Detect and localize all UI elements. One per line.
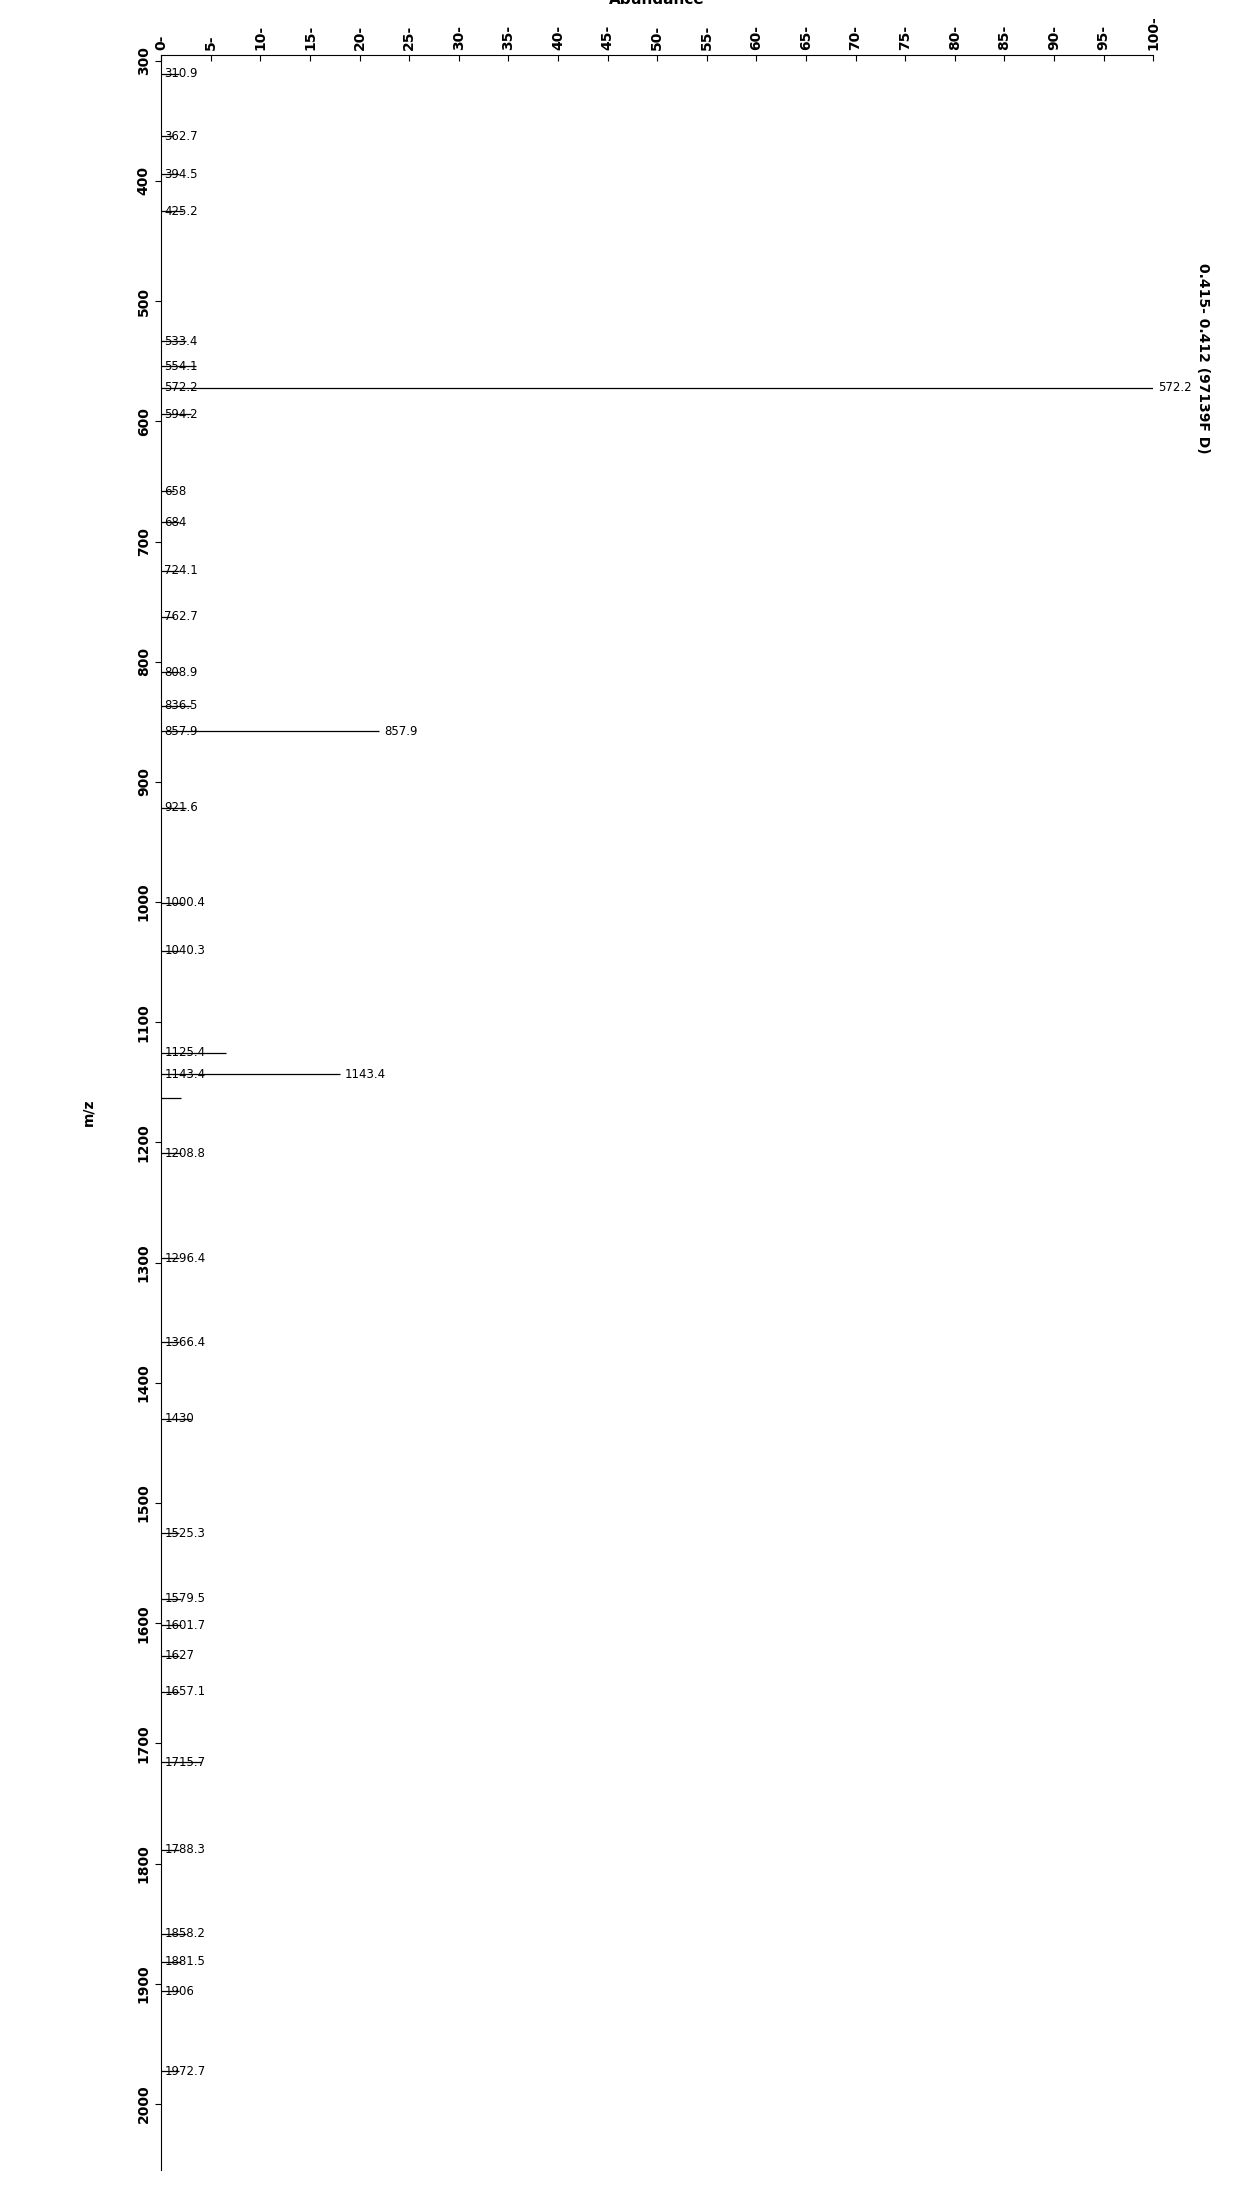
Text: 1125.4: 1125.4 xyxy=(164,1046,206,1059)
Text: 1972.7: 1972.7 xyxy=(164,2065,206,2078)
Text: 724.1: 724.1 xyxy=(164,563,198,576)
Y-axis label: m/z: m/z xyxy=(81,1098,95,1127)
Text: 1000.4: 1000.4 xyxy=(164,897,205,910)
Text: 1143.4: 1143.4 xyxy=(345,1068,386,1081)
Text: 808.9: 808.9 xyxy=(164,666,197,680)
Text: 857.9: 857.9 xyxy=(164,726,197,739)
Text: 572.2: 572.2 xyxy=(1158,381,1192,395)
Text: 1906: 1906 xyxy=(164,1984,193,1997)
Text: 594.2: 594.2 xyxy=(164,408,198,421)
Text: 1040.3: 1040.3 xyxy=(164,945,205,958)
Text: 554.1: 554.1 xyxy=(164,359,197,373)
Text: 1366.4: 1366.4 xyxy=(164,1335,206,1348)
Text: 362.7: 362.7 xyxy=(164,129,198,142)
Text: 310.9: 310.9 xyxy=(164,68,197,81)
Text: 533.4: 533.4 xyxy=(164,335,197,349)
Text: 1788.3: 1788.3 xyxy=(164,1843,205,1857)
Title: Abundance: Abundance xyxy=(609,0,706,7)
Text: 921.6: 921.6 xyxy=(164,802,198,815)
Text: 1525.3: 1525.3 xyxy=(164,1528,205,1541)
Text: 1143.4: 1143.4 xyxy=(164,1068,206,1081)
Text: 1881.5: 1881.5 xyxy=(164,1955,205,1968)
Text: 762.7: 762.7 xyxy=(164,609,198,623)
Text: 1601.7: 1601.7 xyxy=(164,1618,206,1631)
Text: 0.415- 0.412 (97139F D): 0.415- 0.412 (97139F D) xyxy=(1195,263,1210,454)
Text: 572.2: 572.2 xyxy=(164,381,198,395)
Text: 857.9: 857.9 xyxy=(384,726,418,739)
Text: 1858.2: 1858.2 xyxy=(164,1927,205,1940)
Text: 836.5: 836.5 xyxy=(164,699,197,712)
Text: 1579.5: 1579.5 xyxy=(164,1591,205,1605)
Text: 1208.8: 1208.8 xyxy=(164,1146,205,1160)
Text: 1657.1: 1657.1 xyxy=(164,1686,206,1699)
Text: 1430: 1430 xyxy=(164,1412,193,1425)
Text: 684: 684 xyxy=(164,515,186,528)
Text: 658: 658 xyxy=(164,484,186,498)
Text: 425.2: 425.2 xyxy=(164,204,198,217)
Text: 1715.7: 1715.7 xyxy=(164,1756,206,1769)
Text: 1296.4: 1296.4 xyxy=(164,1252,206,1265)
Text: 394.5: 394.5 xyxy=(164,169,197,182)
Text: 1627: 1627 xyxy=(164,1648,195,1662)
